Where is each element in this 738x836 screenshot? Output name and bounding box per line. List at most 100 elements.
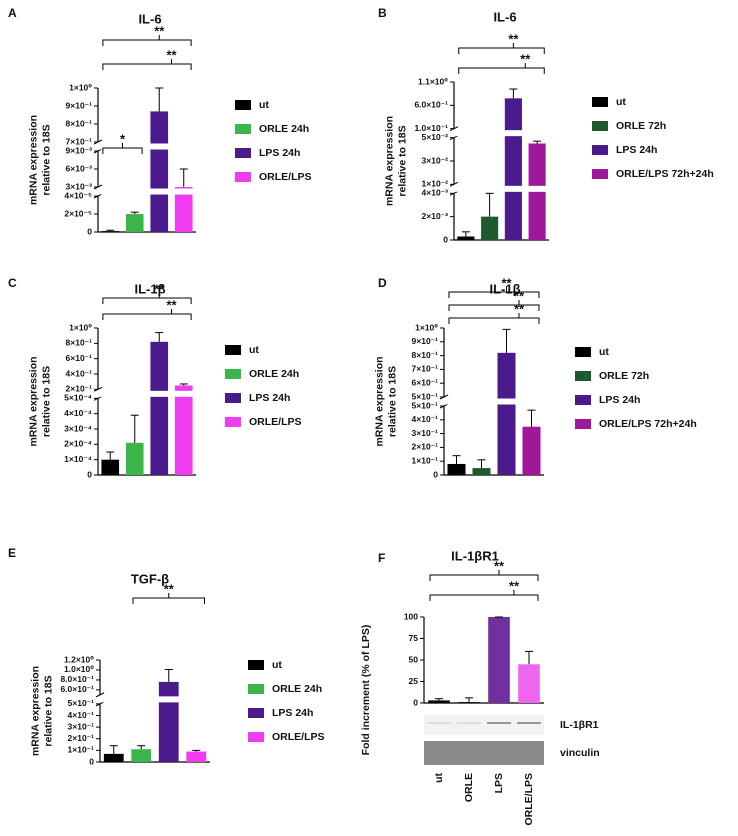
y-tick-label: 4×10⁻¹: [412, 414, 439, 424]
break-gap: [99, 143, 198, 150]
bar: [103, 753, 124, 762]
legend-label: ut: [272, 659, 282, 671]
y-tick-label: 2×10⁻¹: [66, 384, 93, 394]
significance-label: **: [164, 581, 175, 596]
significance-bracket: [458, 63, 545, 74]
legend-label: ORLE/LPS: [272, 731, 325, 743]
bar: [158, 681, 179, 762]
y-tick-label: 2×10⁻⁴: [64, 439, 92, 449]
legend-label: LPS 24h: [272, 707, 313, 719]
bar: [481, 216, 499, 240]
significance-label: **: [514, 288, 525, 303]
y-tick-label: 0: [89, 756, 94, 766]
y-tick-label: 8×10⁻¹: [412, 350, 439, 360]
y-tick-label: 6.0×10⁻¹: [414, 100, 448, 110]
panel-title: IL-6: [493, 9, 516, 24]
y-tick-label: 0: [87, 469, 92, 479]
y-tick-label: 1×10⁻⁴: [64, 454, 92, 464]
x-tick-label: ORLE: [463, 773, 475, 802]
blot-band: [424, 741, 544, 765]
y-tick-label: 5×10⁻⁴: [64, 393, 92, 403]
y-tick-label: 1.0×10⁰: [64, 664, 94, 674]
y-tick-label: 8×10⁻¹: [66, 118, 93, 128]
legend-swatch: [575, 347, 591, 357]
y-tick-label: 4×10⁻¹: [68, 710, 95, 720]
y-tick-label: 7×10⁻¹: [412, 364, 439, 374]
bar: [125, 214, 144, 232]
panel-letter: C: [8, 276, 17, 290]
bar: [457, 236, 475, 240]
significance-label: **: [166, 297, 177, 312]
y-tick-label: 0: [433, 469, 438, 479]
legend-swatch: [248, 660, 264, 670]
significance-label: **: [520, 51, 531, 66]
panel-letter: B: [378, 6, 387, 20]
panel: C IL-1β mRNA expression relative to 18S 0 1×1…: [8, 276, 302, 479]
significance-label: **: [501, 275, 512, 290]
y-tick-label: 8×10⁻¹: [66, 338, 93, 348]
panel: F IL-1βR1 Fold increment (% of LPS) 0 25 50 75…: [360, 548, 600, 825]
panel-letter: F: [378, 551, 385, 565]
y-tick-label: 4×10⁻⁵: [64, 190, 92, 200]
y-tick-label: 0: [87, 226, 92, 236]
panel-title: IL-1β: [489, 281, 520, 296]
bar: [174, 187, 193, 232]
y-tick-label: 5×10⁻²: [422, 132, 449, 142]
y-axis-label: relative to 18S: [40, 366, 52, 437]
bar: [488, 617, 510, 703]
legend-label: ORLE 72h: [616, 120, 666, 132]
bar: [522, 426, 541, 475]
legend-label: ORLE/LPS: [249, 416, 302, 428]
y-tick-label: 3×10⁻¹: [68, 721, 95, 731]
panel-title: IL-6: [138, 11, 161, 26]
y-tick-label: 1×10⁻²: [422, 179, 449, 189]
y-axis-label: relative to 18S: [396, 125, 408, 196]
y-tick-label: 9×10⁻¹: [66, 100, 93, 110]
legend-label: ORLE 24h: [249, 368, 299, 380]
significance-bracket: [429, 570, 539, 581]
y-tick-label: 5×10⁻¹: [412, 391, 439, 401]
y-tick-label: 5×10⁻¹: [68, 698, 95, 708]
bar: [518, 664, 540, 703]
y-axis-label: relative to 18S: [386, 366, 398, 437]
legend-label: ORLE 24h: [259, 123, 309, 135]
y-axis-label: relative to 18S: [42, 675, 54, 746]
break-gap: [455, 130, 551, 137]
legend-swatch: [235, 124, 251, 134]
legend-label: LPS 24h: [249, 392, 290, 404]
significance-label: **: [166, 47, 177, 62]
legend-swatch: [225, 345, 241, 355]
panel-letter: D: [378, 276, 387, 290]
bar: [472, 468, 491, 475]
y-tick-label: 1×10⁰: [69, 322, 92, 332]
y-axis-label: relative to 18S: [40, 124, 52, 195]
legend-swatch: [235, 148, 251, 158]
legend-label: ORLE 24h: [272, 683, 322, 695]
y-axis-label: mRNA expression: [383, 116, 395, 206]
significance-bracket: [102, 143, 143, 154]
y-tick-label: 4×10⁻³: [422, 188, 449, 198]
y-tick-label: 0: [443, 234, 448, 244]
break-gap: [445, 398, 546, 405]
x-tick-label: LPS: [493, 773, 505, 793]
panel-letter: E: [8, 546, 16, 560]
y-tick-label: 1×10⁰: [69, 82, 92, 92]
y-tick-label: 6×10⁻¹: [66, 353, 93, 363]
y-tick-label: 2×10⁻¹: [412, 442, 439, 452]
legend-label: LPS 24h: [616, 144, 657, 156]
panel-letter: A: [8, 6, 17, 20]
break-gap: [101, 696, 212, 703]
bar: [428, 700, 450, 703]
y-tick-label: 6×10⁻¹: [412, 377, 439, 387]
bar: [131, 749, 152, 762]
bar: [101, 459, 120, 475]
bar: [125, 442, 144, 475]
y-tick-label: 6.0×10⁻¹: [60, 684, 94, 694]
legend-swatch: [235, 172, 251, 182]
y-tick-label: 100: [404, 611, 418, 621]
significance-bracket: [102, 35, 192, 46]
panel: B IL-6 mRNA expression relative to 18S 0 2×10…: [378, 6, 714, 244]
y-tick-label: 4×10⁻⁴: [64, 408, 92, 418]
y-tick-label: 6×10⁻³: [66, 163, 93, 173]
